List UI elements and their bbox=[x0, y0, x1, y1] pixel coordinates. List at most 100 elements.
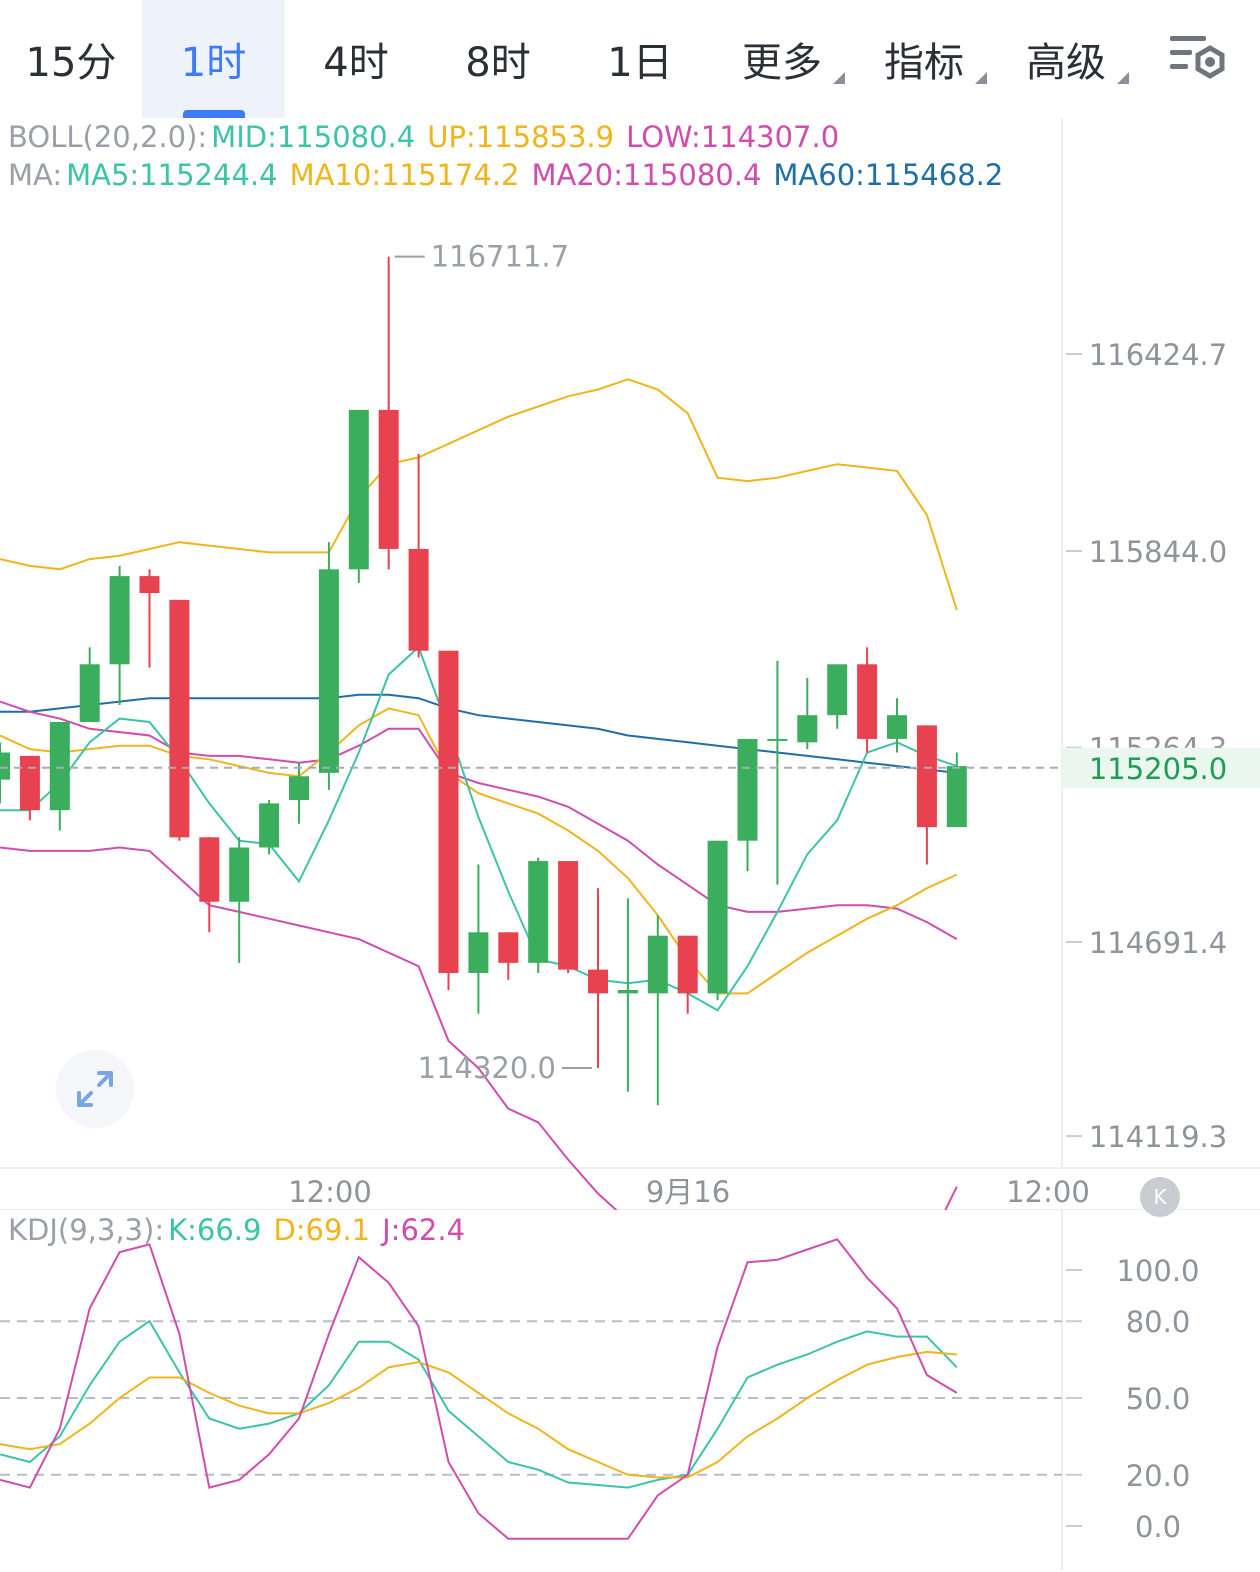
candle-body bbox=[857, 664, 878, 739]
candle-body bbox=[677, 935, 698, 994]
kdj-chart: 100.0 80.0 50.0 20.0 0.0 bbox=[0, 1210, 1200, 1570]
candle-body bbox=[318, 569, 339, 773]
candle-body bbox=[887, 715, 907, 739]
ma60-value: MA60:115468.2 bbox=[773, 158, 1004, 192]
ma5-line bbox=[0, 645, 958, 1012]
candle-body bbox=[348, 409, 369, 570]
expand-icon[interactable] bbox=[56, 1050, 134, 1128]
tab-8h[interactable]: 8时 bbox=[465, 40, 531, 86]
tab-15m[interactable]: 15分 bbox=[25, 40, 117, 86]
current-price-badge bbox=[1062, 747, 1260, 788]
candle bbox=[229, 837, 250, 963]
dropdown-triangle-icon bbox=[975, 72, 987, 84]
candle bbox=[289, 762, 309, 824]
candle-body bbox=[916, 725, 937, 828]
candle-body bbox=[378, 409, 399, 549]
candle bbox=[498, 932, 519, 980]
candle-body bbox=[767, 738, 788, 741]
candle bbox=[408, 453, 429, 658]
candle bbox=[109, 565, 130, 706]
candle bbox=[677, 935, 698, 1014]
candle-body bbox=[737, 738, 758, 841]
jump-to-latest-icon[interactable]: K bbox=[1140, 1177, 1180, 1217]
price-tick-label: 116424.7 bbox=[1089, 338, 1227, 372]
kdj-d-value: D:69.1 bbox=[273, 1213, 371, 1247]
candle-body bbox=[588, 969, 608, 994]
candle-body bbox=[408, 548, 429, 651]
candle-body bbox=[259, 803, 280, 848]
candle-body bbox=[49, 721, 70, 811]
boll-lower-line bbox=[0, 846, 958, 1210]
candle bbox=[916, 725, 937, 865]
active-tab-indicator bbox=[182, 110, 245, 118]
boll-name: BOLL(20,2.0): bbox=[8, 120, 208, 154]
kdj-k-value: K:66.9 bbox=[168, 1213, 262, 1247]
chart-settings-icon[interactable] bbox=[1168, 32, 1228, 88]
candle-body bbox=[199, 837, 220, 902]
tab-more[interactable]: 更多 bbox=[711, 0, 853, 118]
boll-upper-line bbox=[0, 378, 958, 611]
candle bbox=[588, 888, 608, 1068]
ma10-line bbox=[0, 707, 958, 995]
candle-body bbox=[169, 599, 190, 838]
x-axis-label: 12:00 bbox=[288, 1175, 372, 1209]
candle bbox=[827, 664, 848, 729]
candle-body bbox=[558, 861, 579, 970]
candle bbox=[767, 660, 788, 885]
price-tick-label: 115844.0 bbox=[1089, 535, 1227, 569]
candle-body bbox=[707, 840, 728, 994]
kdj-tick-label: 100.0 bbox=[1116, 1254, 1199, 1288]
candle bbox=[438, 650, 459, 990]
low-price-label: 114320.0 bbox=[418, 1051, 556, 1085]
high-price-label: 116711.7 bbox=[431, 240, 569, 274]
kdj-j-line bbox=[0, 1238, 958, 1540]
candle bbox=[79, 647, 100, 722]
kdj-d-line bbox=[0, 1350, 957, 1479]
candle-body bbox=[289, 776, 309, 800]
candle-body bbox=[19, 755, 40, 811]
candle bbox=[617, 898, 638, 1092]
timeframe-tabs: 15分 1时 4时 8时 1日 更多 指标 高级 bbox=[0, 0, 1260, 118]
candle bbox=[49, 721, 70, 831]
candle-body bbox=[498, 932, 519, 963]
ma60-line bbox=[0, 693, 957, 774]
boll-mid: MID:115080.4 bbox=[211, 120, 416, 154]
candle bbox=[887, 698, 907, 753]
candle-body bbox=[617, 989, 638, 994]
candle bbox=[318, 542, 339, 790]
kdj-j-value: J:62.4 bbox=[382, 1213, 466, 1247]
current-price-label: 115205.0 bbox=[1089, 752, 1227, 786]
candle bbox=[19, 755, 40, 821]
kdj-name: KDJ(9,3,3): bbox=[8, 1213, 165, 1247]
dropdown-triangle-icon bbox=[1117, 72, 1129, 84]
ma-name: MA: bbox=[8, 158, 63, 192]
tab-1d[interactable]: 1日 bbox=[607, 40, 673, 86]
kdj-k-line bbox=[0, 1319, 958, 1489]
kdj-tick-label: 80.0 bbox=[1126, 1305, 1191, 1339]
kdj-tick-label: 0.0 bbox=[1135, 1510, 1181, 1544]
price-tick-label: 114119.3 bbox=[1089, 1120, 1227, 1154]
candle-body bbox=[827, 664, 848, 716]
candle bbox=[378, 256, 399, 570]
candle bbox=[169, 599, 190, 841]
tab-1h[interactable]: 1时 bbox=[142, 0, 285, 118]
boll-low: LOW:114307.0 bbox=[626, 120, 840, 154]
candle bbox=[737, 738, 758, 872]
candle bbox=[199, 837, 220, 933]
candle bbox=[857, 647, 878, 753]
kdj-legend: KDJ(9,3,3): K:66.9 D:69.1 J:62.4 bbox=[8, 1213, 477, 1247]
candle-body bbox=[139, 576, 160, 594]
candle-body bbox=[438, 650, 459, 974]
price-tick-label: 114691.4 bbox=[1089, 926, 1227, 960]
candle bbox=[797, 677, 818, 750]
tab-indicators[interactable]: 指标 bbox=[853, 0, 995, 118]
candle-body bbox=[468, 932, 489, 974]
ma-legend: MA: MA5:115244.4 MA10:115174.2 MA20:115080.… bbox=[8, 158, 1015, 192]
boll-up: UP:115853.9 bbox=[427, 120, 615, 154]
candle-body bbox=[109, 576, 130, 665]
tab-4h[interactable]: 4时 bbox=[323, 40, 389, 86]
tab-advanced[interactable]: 高级 bbox=[995, 0, 1137, 118]
candle-body bbox=[0, 752, 10, 780]
candle-body bbox=[528, 861, 549, 963]
ma5-value: MA5:115244.4 bbox=[66, 158, 278, 192]
